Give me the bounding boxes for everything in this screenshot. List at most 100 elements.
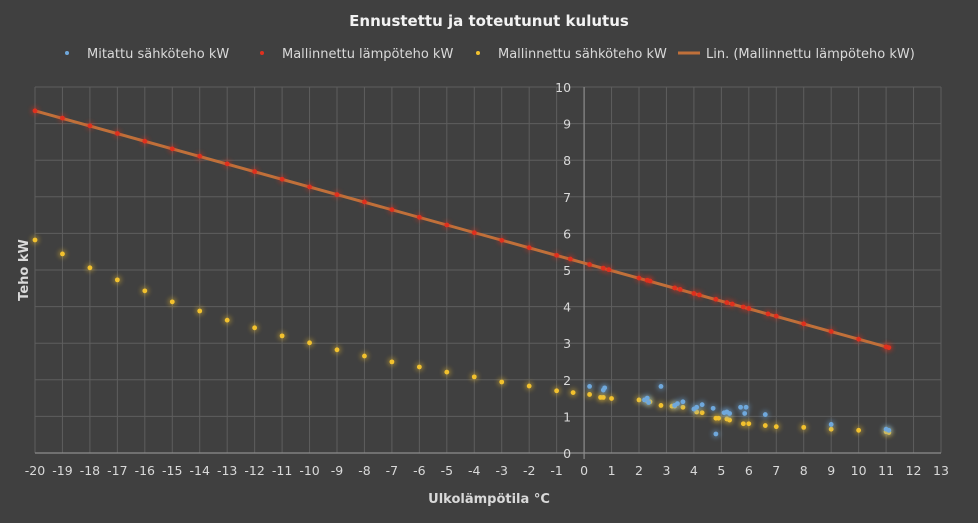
data-point <box>32 108 38 114</box>
data-point <box>677 286 683 292</box>
y-tick-label: 7 <box>563 190 571 205</box>
data-point <box>197 308 203 314</box>
data-point <box>587 383 592 389</box>
x-tick-label: -4 <box>468 463 481 478</box>
data-point <box>886 345 892 350</box>
data-point <box>567 256 573 262</box>
data-point <box>60 251 65 257</box>
x-tick-label: -15 <box>162 463 182 478</box>
data-point <box>362 199 367 205</box>
series-2 <box>30 235 894 438</box>
data-point <box>587 392 592 397</box>
data-point <box>169 146 175 152</box>
data-point <box>743 404 749 410</box>
x-tick-label: 12 <box>906 463 922 478</box>
data-point <box>471 230 477 236</box>
data-point <box>765 311 771 317</box>
data-point <box>713 296 719 302</box>
data-point <box>710 405 716 411</box>
data-point <box>362 353 367 359</box>
x-tick-label: -20 <box>25 463 45 478</box>
data-point <box>389 207 395 213</box>
legend-item[interactable]: Mallinnettu sähköteho kW <box>476 47 667 62</box>
data-point <box>499 237 505 243</box>
x-tick-label: 2 <box>635 463 643 478</box>
y-tick-label: 0 <box>563 446 571 461</box>
y-tick-label: 4 <box>563 300 571 315</box>
legend[interactable]: Mitattu sähköteho kW Mallinnettu lämpöteh… <box>65 47 915 62</box>
data-point <box>646 400 652 405</box>
data-point <box>32 237 38 243</box>
x-axis-title: Ulkolämpötila °C <box>428 492 550 507</box>
data-point <box>570 390 576 396</box>
legend-item[interactable]: Mallinnettu lämpöteho kW <box>260 47 453 62</box>
data-point <box>224 317 230 323</box>
data-point <box>169 299 175 305</box>
data-point <box>699 410 705 416</box>
x-tick-label: -17 <box>107 463 127 478</box>
data-point <box>694 404 700 410</box>
data-point <box>142 138 148 144</box>
x-tick-label: 11 <box>878 463 894 478</box>
data-point <box>252 169 258 174</box>
data-point <box>114 277 120 283</box>
y-tick-label: 8 <box>563 153 571 168</box>
data-point <box>773 424 779 430</box>
data-point <box>801 321 807 327</box>
data-point <box>727 417 732 423</box>
data-point <box>606 267 612 273</box>
data-point <box>856 427 862 433</box>
data-point <box>727 411 732 416</box>
data-point <box>416 214 422 220</box>
trendline-layer <box>33 109 891 350</box>
x-tick-label: -9 <box>331 463 344 478</box>
data-point <box>87 123 93 129</box>
data-point <box>526 383 532 389</box>
data-point <box>142 288 148 294</box>
x-tick-label: 5 <box>717 463 725 478</box>
data-point <box>762 412 768 417</box>
data-point <box>334 347 340 353</box>
x-tick-label: -14 <box>190 463 210 478</box>
x-tick-label: 6 <box>745 463 753 478</box>
data-point <box>828 329 834 334</box>
legend-item[interactable]: Mitattu sähköteho kW <box>65 47 229 62</box>
data-point <box>658 383 664 389</box>
data-point <box>252 325 258 331</box>
data-point <box>602 385 608 391</box>
axes <box>35 87 941 459</box>
x-tick-label: -12 <box>244 463 264 478</box>
data-point <box>729 301 735 307</box>
x-tick-label: 10 <box>851 463 867 478</box>
data-point <box>716 415 722 421</box>
data-point <box>801 424 807 430</box>
x-tick-label: 13 <box>933 463 949 478</box>
data-point <box>746 306 752 311</box>
x-tick-label: -10 <box>299 463 319 478</box>
legend-marker-icon <box>260 51 264 55</box>
data-point <box>554 388 560 394</box>
x-tick-label: 9 <box>827 463 835 478</box>
chart-title: Ennustettu ja toteutunut kulutus <box>349 12 629 30</box>
data-point <box>680 399 686 405</box>
data-point <box>224 161 230 167</box>
data-point <box>636 275 642 281</box>
x-tick-label: -1 <box>550 463 562 478</box>
series-1 <box>30 106 894 353</box>
x-tick-label: 8 <box>800 463 808 478</box>
data-point <box>609 396 614 401</box>
y-tick-label: 9 <box>563 117 571 132</box>
x-tick-label: -19 <box>52 463 72 478</box>
x-tick-label: -5 <box>441 463 453 478</box>
legend-marker-icon <box>65 51 69 55</box>
data-point <box>587 262 592 267</box>
legend-item[interactable]: Lin. (Mallinnettu lämpöteho kW) <box>678 47 915 62</box>
x-tick-label: -16 <box>135 463 155 478</box>
data-point <box>471 374 477 380</box>
gridlines <box>34 86 942 454</box>
data-point <box>554 252 560 258</box>
data-point <box>746 421 752 427</box>
legend-label: Mallinnettu sähköteho kW <box>498 47 667 62</box>
data-point <box>499 379 505 385</box>
data-point <box>773 313 779 319</box>
